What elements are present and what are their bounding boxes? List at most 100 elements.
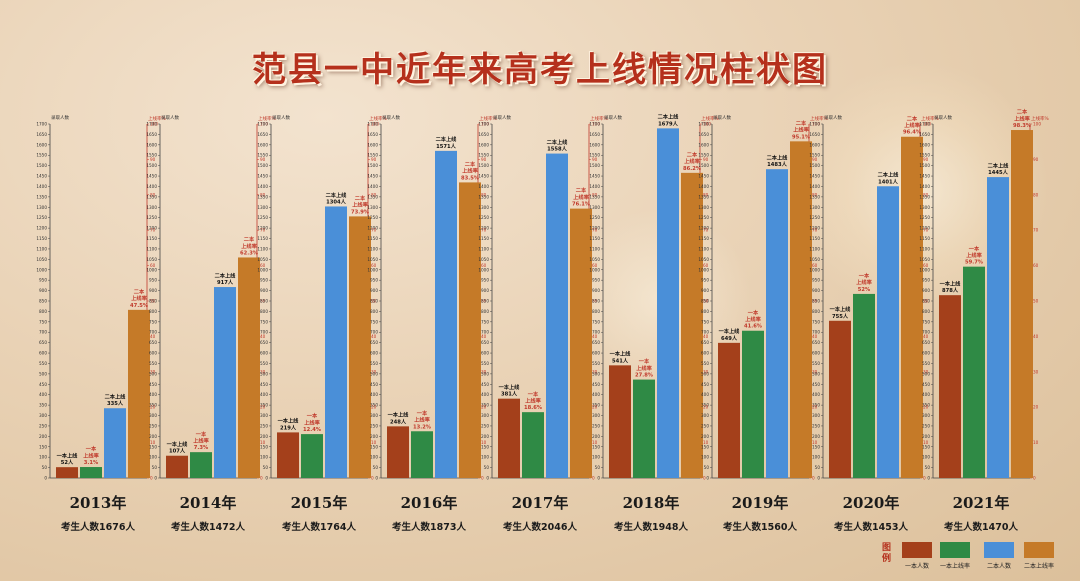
left-tick-label: 1500 [146, 163, 157, 168]
bar-yiben-count [498, 398, 520, 478]
left-tick-label: 1300 [146, 205, 157, 210]
left-tick-label: 1550 [589, 153, 600, 158]
left-tick-label: 200 [592, 434, 600, 439]
left-tick-label: 700 [149, 330, 157, 335]
left-tick-label: 550 [922, 361, 930, 366]
right-tick-label: 0 [481, 476, 484, 481]
left-tick-label: 1600 [919, 142, 930, 147]
data-label-erben-rate: 二本上线率 95.1% [792, 119, 811, 140]
left-tick-label: 1350 [809, 194, 820, 199]
data-label-yiben-count: 一本上线 878人 [940, 279, 962, 294]
data-label-yiben-rate: 一本上线率 7.3% [193, 430, 209, 451]
left-tick-label: 150 [812, 444, 820, 449]
left-tick-label: 1550 [257, 153, 268, 158]
left-tick-label: 550 [592, 361, 600, 366]
left-tick-label: 1650 [589, 132, 600, 137]
left-tick-label: 500 [481, 371, 489, 376]
left-tick-label: 1050 [919, 257, 930, 262]
student-count-label: 考生人数1453人 [834, 521, 908, 533]
left-tick-label: 400 [592, 392, 600, 397]
data-label-yiben-count: 一本上线 649人 [719, 327, 741, 342]
left-tick-label: 1150 [367, 236, 378, 241]
right-tick-label: 90 [371, 157, 377, 162]
left-tick-label: 800 [812, 309, 820, 314]
data-label-erben-rate: 二本上线率 47.5% [130, 287, 149, 308]
student-count-label: 考生人数1472人 [171, 521, 245, 533]
left-tick-label: 450 [260, 382, 268, 387]
right-tick-label: 30 [923, 369, 929, 374]
legend-swatch [902, 542, 932, 558]
left-tick-label: 0 [154, 476, 157, 481]
right-tick-label: 10 [923, 440, 929, 445]
left-tick-label: 350 [481, 403, 489, 408]
left-tick-label: 400 [922, 392, 930, 397]
left-tick-label: 1300 [367, 205, 378, 210]
right-tick-label: 0 [1033, 476, 1036, 481]
left-tick-label: 150 [481, 444, 489, 449]
left-tick-label: 450 [922, 382, 930, 387]
left-tick-label: 1100 [146, 246, 157, 251]
left-tick-label: 1100 [478, 246, 489, 251]
left-tick-label: 1100 [257, 246, 268, 251]
left-tick-label: 1250 [478, 215, 489, 220]
left-tick-label: 900 [922, 288, 930, 293]
right-tick-label: 10 [260, 440, 266, 445]
left-tick-label: 1350 [919, 194, 930, 199]
left-tick-label: 950 [39, 278, 47, 283]
right-tick-label: 70 [812, 228, 818, 233]
left-tick-label: 1100 [367, 246, 378, 251]
bar-erben-count [325, 206, 347, 478]
right-tick-label: 40 [1033, 334, 1039, 339]
left-tick-label: 600 [922, 351, 930, 356]
left-tick-label: 600 [701, 351, 709, 356]
left-tick-label: 600 [39, 351, 47, 356]
left-tick-label: 1000 [809, 267, 820, 272]
left-tick-label: 350 [592, 403, 600, 408]
right-tick-label: 60 [150, 263, 156, 268]
left-tick-label: 1550 [478, 153, 489, 158]
left-tick-label: 100 [149, 455, 157, 460]
left-tick-label: 100 [370, 455, 378, 460]
left-tick-label: 900 [592, 288, 600, 293]
left-tick-label: 650 [812, 340, 820, 345]
left-tick-label: 1050 [36, 257, 47, 262]
left-tick-label: 250 [812, 423, 820, 428]
left-tick-label: 100 [592, 455, 600, 460]
left-tick-label: 1500 [919, 163, 930, 168]
left-tick-label: 1100 [919, 246, 930, 251]
right-tick-label: 90 [1033, 157, 1039, 162]
left-tick-label: 0 [597, 476, 600, 481]
left-tick-label: 1450 [589, 174, 600, 179]
right-tick-label: 90 [812, 157, 818, 162]
left-tick-label: 100 [701, 455, 709, 460]
left-tick-label: 600 [260, 351, 268, 356]
left-tick-label: 850 [592, 299, 600, 304]
left-tick-label: 1200 [257, 226, 268, 231]
year-label: 2014年 [180, 494, 237, 512]
right-tick-label: 60 [703, 263, 709, 268]
left-tick-label: 250 [149, 423, 157, 428]
left-tick-label: 1250 [589, 215, 600, 220]
left-tick-label: 150 [922, 444, 930, 449]
left-tick-label: 900 [701, 288, 709, 293]
right-tick-label: 50 [371, 299, 377, 304]
data-label-erben-count: 二本上线 1679人 [658, 113, 680, 128]
left-tick-label: 500 [149, 371, 157, 376]
left-tick-label: 850 [701, 299, 709, 304]
right-tick-label: 100 [150, 122, 158, 127]
student-count-label: 考生人数1676人 [61, 521, 135, 533]
student-count-label: 考生人数1873人 [392, 521, 466, 533]
left-tick-label: 1600 [478, 142, 489, 147]
left-tick-label: 150 [149, 444, 157, 449]
left-tick-label: 200 [481, 434, 489, 439]
left-tick-label: 350 [39, 403, 47, 408]
legend-swatch [1024, 542, 1054, 558]
left-tick-label: 250 [481, 423, 489, 428]
left-axis-title: 录取人数 [161, 114, 179, 121]
data-label-yiben-rate: 一本上线率 3.1% [83, 445, 99, 466]
right-tick-label: 0 [371, 476, 374, 481]
right-tick-label: 40 [150, 334, 156, 339]
left-tick-label: 1150 [919, 236, 930, 241]
left-tick-label: 100 [812, 455, 820, 460]
left-tick-label: 1150 [809, 236, 820, 241]
